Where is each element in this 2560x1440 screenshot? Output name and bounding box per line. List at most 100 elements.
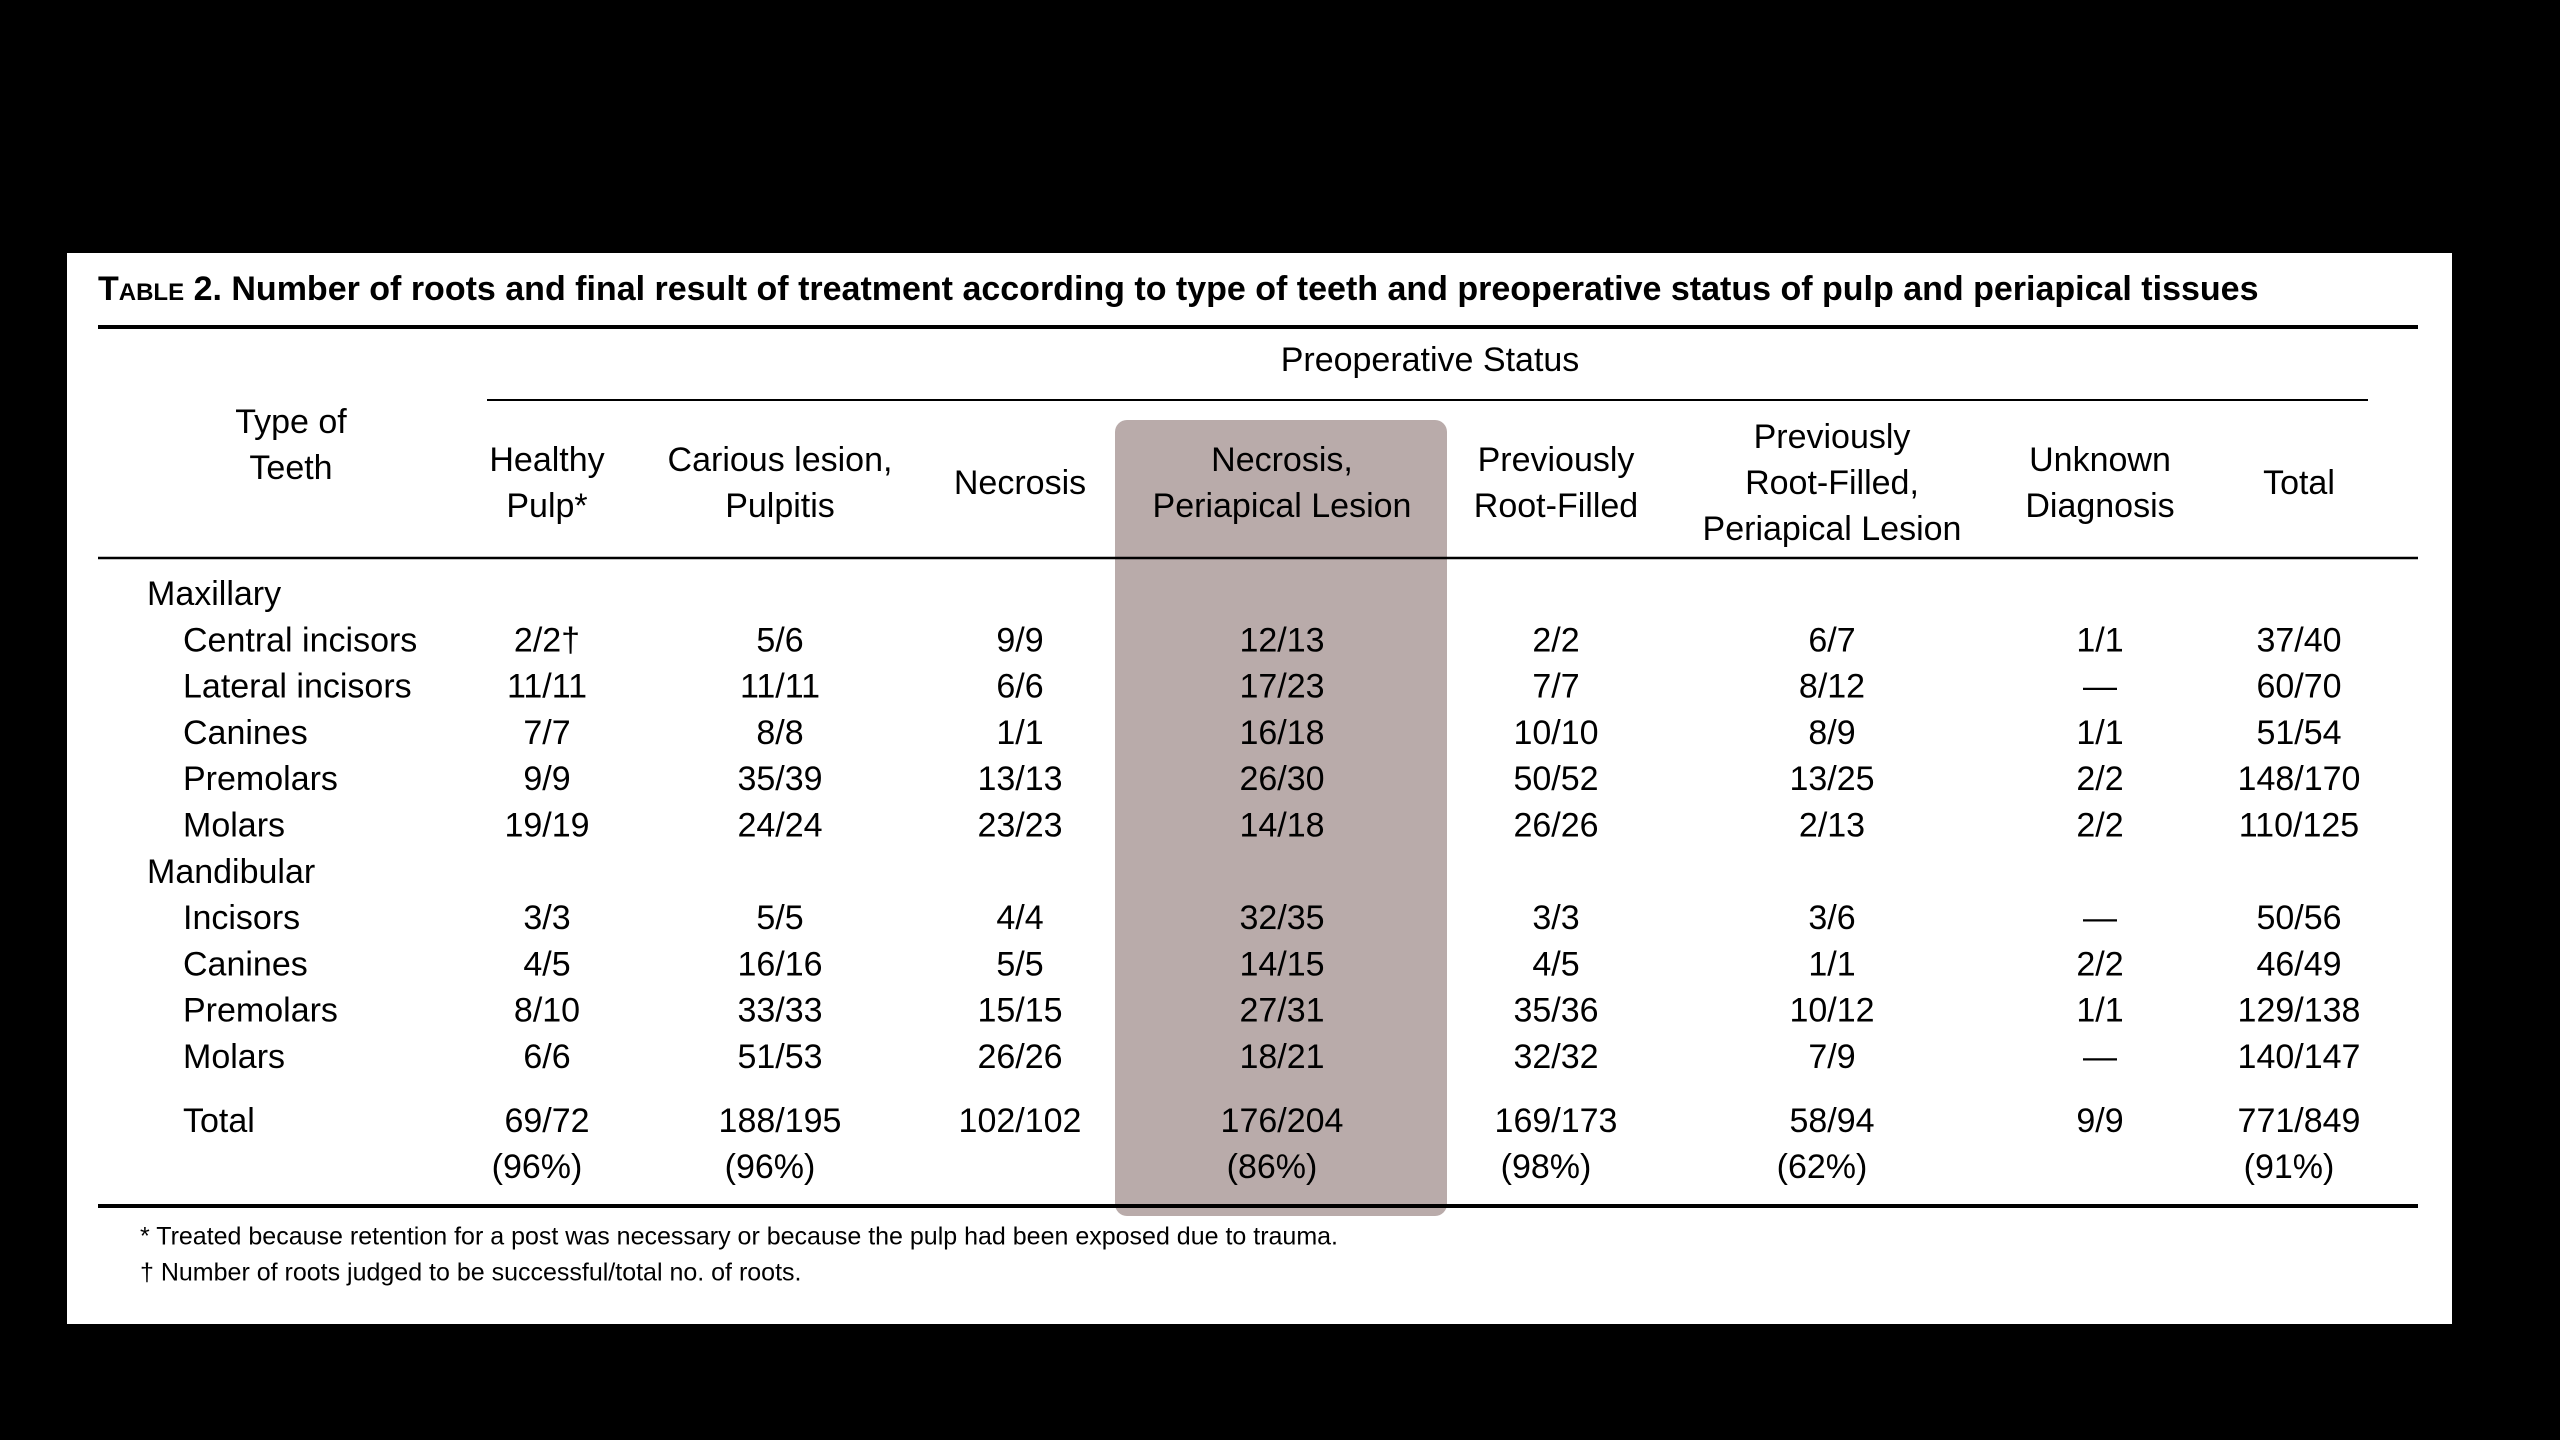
cell: 7/7 [1532, 668, 1579, 706]
column-header: Previously [1754, 418, 1911, 456]
total-cell: 9/9 [2076, 1102, 2123, 1140]
total-label: Total [183, 1102, 255, 1140]
cell: 14/15 [1239, 945, 1324, 983]
cell: 110/125 [2239, 806, 2359, 844]
cell: 17/23 [1239, 668, 1324, 706]
cell: 32/32 [1513, 1038, 1598, 1076]
cell: 50/52 [1513, 760, 1598, 798]
highlight-column [1115, 420, 1447, 1216]
cell: 2/2† [514, 621, 580, 659]
total-percent: (98%) [1501, 1148, 1592, 1186]
cell: 2/13 [1799, 806, 1865, 844]
row-label: Canines [183, 945, 308, 983]
title-text: Number of roots and final result of trea… [231, 270, 2258, 308]
cell: 16/16 [737, 945, 822, 983]
cell: 35/39 [737, 760, 822, 798]
cell: — [2083, 899, 2117, 937]
cell: 26/26 [977, 1038, 1062, 1076]
cell: 23/23 [977, 806, 1062, 844]
column-header: Necrosis, [1211, 441, 1353, 479]
cell: 15/15 [977, 992, 1062, 1030]
cell: 11/11 [740, 668, 820, 706]
cell: 5/5 [756, 899, 803, 937]
total-percent: (91%) [2244, 1148, 2335, 1186]
cell: 2/2 [2076, 806, 2123, 844]
cell: 6/7 [1808, 621, 1855, 659]
cell: 9/9 [996, 621, 1043, 659]
column-header: Diagnosis [2025, 487, 2174, 525]
row-label: Canines [183, 714, 308, 752]
total-cell: 188/195 [719, 1102, 842, 1140]
cell: 60/70 [2256, 668, 2341, 706]
group-label: Mandibular [147, 853, 315, 891]
cell: 26/26 [1513, 806, 1598, 844]
total-percent: (86%) [1227, 1148, 1318, 1186]
column-header: Pulpitis [725, 487, 835, 525]
row-label: Central incisors [183, 621, 417, 659]
cell: 51/53 [737, 1038, 822, 1076]
row-label: Molars [183, 1038, 285, 1076]
cell: 140/147 [2238, 1038, 2361, 1076]
row-label: Premolars [183, 992, 338, 1030]
total-cell: 169/173 [1495, 1102, 1618, 1140]
column-header: Total [2263, 464, 2335, 502]
cell: 8/8 [756, 714, 803, 752]
cell: 12/13 [1239, 621, 1324, 659]
cell: 16/18 [1239, 714, 1324, 752]
cell: 10/12 [1789, 992, 1874, 1030]
cell: 50/56 [2256, 899, 2341, 937]
cell: 13/25 [1789, 760, 1874, 798]
spanner-header: Preoperative Status [1281, 341, 1580, 379]
cell: 10/10 [1513, 714, 1598, 752]
column-header: Pulp* [506, 487, 587, 525]
cell: 5/5 [996, 945, 1043, 983]
cell: 1/1 [2076, 621, 2123, 659]
cell: 19/19 [504, 806, 589, 844]
cell: — [2083, 1038, 2117, 1076]
footnote: * Treated because retention for a post w… [140, 1223, 1338, 1251]
total-cell: 176/204 [1221, 1102, 1344, 1140]
cell: 1/1 [1808, 945, 1855, 983]
cell: 4/5 [523, 945, 570, 983]
group-label: Maxillary [147, 575, 281, 613]
cell: 3/3 [523, 899, 570, 937]
cell: 148/170 [2238, 760, 2361, 798]
title-number: 2. [194, 270, 222, 308]
cell: 26/30 [1239, 760, 1324, 798]
total-cell: 771/849 [2238, 1102, 2361, 1140]
column-header: Previously [1478, 441, 1635, 479]
cell: 9/9 [523, 760, 570, 798]
cell: 3/6 [1808, 899, 1855, 937]
title-label: Table [98, 270, 184, 308]
cell: 1/1 [996, 714, 1043, 752]
cell: 7/9 [1808, 1038, 1855, 1076]
column-header: Root-Filled [1474, 487, 1638, 525]
cell: 13/13 [977, 760, 1062, 798]
cell: 32/35 [1239, 899, 1324, 937]
cell: 1/1 [2076, 714, 2123, 752]
column-header: Periapical Lesion [1703, 510, 1962, 548]
table-title: Table 2. Number of roots and final resul… [98, 270, 2258, 308]
cell: 7/7 [523, 714, 570, 752]
cell: 35/36 [1513, 992, 1598, 1030]
row-label: Molars [183, 806, 285, 844]
total-percent: (96%) [725, 1148, 816, 1186]
cell: 27/31 [1239, 992, 1324, 1030]
column-header: Root-Filled, [1745, 464, 1919, 502]
total-cell: 69/72 [504, 1102, 589, 1140]
row-label: Premolars [183, 760, 338, 798]
cell: 46/49 [2256, 945, 2341, 983]
cell: — [2083, 668, 2117, 706]
cell: 2/2 [1532, 621, 1579, 659]
cell: 33/33 [737, 992, 822, 1030]
column-header: Carious lesion, [668, 441, 893, 479]
cell: 129/138 [2238, 992, 2361, 1030]
cell: 6/6 [523, 1038, 570, 1076]
total-percent: (62%) [1777, 1148, 1868, 1186]
row-label: Incisors [183, 899, 300, 937]
cell: 6/6 [996, 668, 1043, 706]
cell: 5/6 [756, 621, 803, 659]
total-cell: 58/94 [1789, 1102, 1874, 1140]
